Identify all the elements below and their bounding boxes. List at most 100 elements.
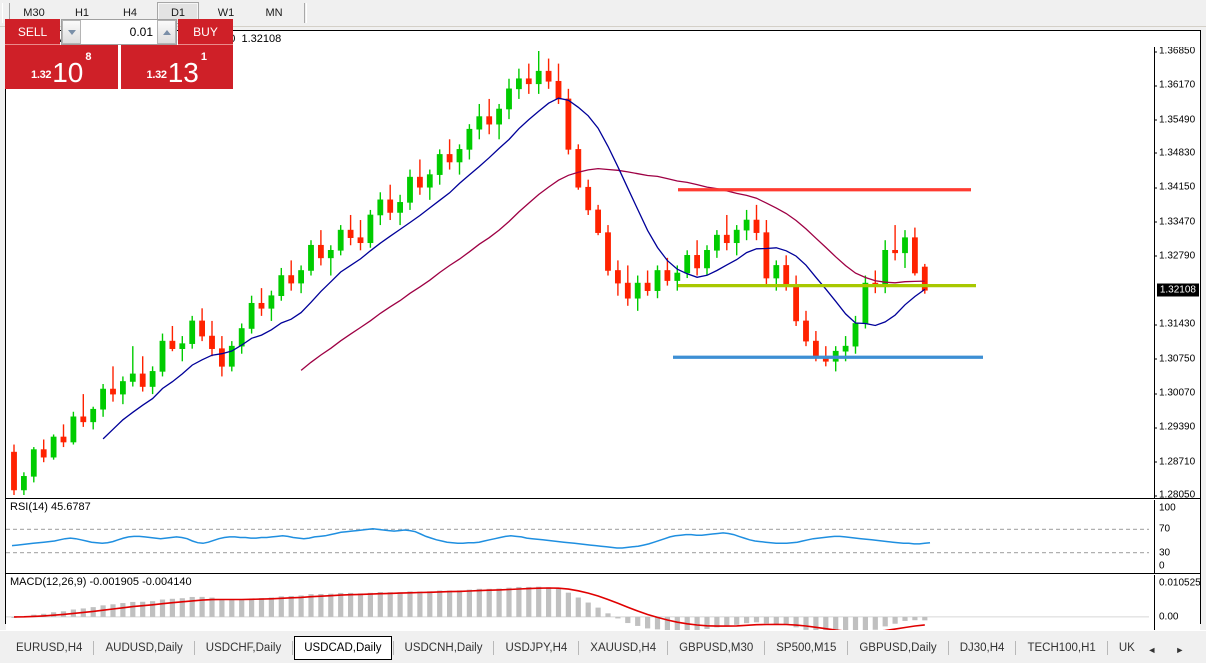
price-tick-label: 1.32790 xyxy=(1154,250,1195,261)
sell-price-main: 10 xyxy=(52,57,84,88)
sell-button[interactable]: 1.32 10 8 xyxy=(5,45,118,89)
chart-tab-gbpusd-m30[interactable]: GBPUSD,M30 xyxy=(679,642,754,654)
chart-tab-usdjpy-h4[interactable]: USDJPY,H4 xyxy=(505,642,568,654)
chart-tab-xauusd-h4[interactable]: XAUUSD,H4 xyxy=(590,642,657,654)
ohlc-close: 1.32108 xyxy=(241,33,282,45)
chart-tab-usdcnh-daily[interactable]: USDCNH,Daily xyxy=(404,642,483,654)
sell-price-sup: 8 xyxy=(85,51,92,63)
timeframe-button-h4[interactable]: H4 xyxy=(122,7,138,19)
price-tick-label: 1.34830 xyxy=(1154,147,1195,158)
buy-label[interactable]: BUY xyxy=(178,19,233,45)
rsi-tick-label: 0 xyxy=(1159,560,1165,572)
rsi-title: RSI(14) 45.6787 xyxy=(10,501,91,513)
one-click-trading-panel: SELL 0.01 BUY 1.32 10 8 1.32 13 1 xyxy=(5,19,233,89)
tick-mark xyxy=(1154,358,1157,360)
tick-mark xyxy=(1154,427,1157,429)
price-tick-label: 1.31430 xyxy=(1154,319,1195,330)
timeframe-button-w1[interactable]: W1 xyxy=(217,7,235,19)
chart-tab-dj30-h4[interactable]: DJ30,H4 xyxy=(959,642,1005,654)
volume-input[interactable]: 0.01 xyxy=(81,20,157,44)
sell-price-prefix: 1.32 xyxy=(31,69,52,81)
tab-separator xyxy=(1015,641,1017,655)
tick-mark xyxy=(1154,495,1157,496)
chevron-down-icon xyxy=(67,29,76,35)
rsi-plot-area[interactable] xyxy=(6,500,1154,573)
buy-price-main: 13 xyxy=(167,57,199,88)
timeframe-button-m30[interactable]: M30 xyxy=(23,7,45,19)
chart-tab-usdcad-daily[interactable]: USDCAD,Daily xyxy=(294,636,392,660)
macd-tick-label: 0.010525 xyxy=(1159,577,1200,589)
toolbar-separator xyxy=(304,3,307,23)
tab-separator xyxy=(392,641,394,655)
price-tick-label: 1.28050 xyxy=(1154,490,1195,498)
price-tick-label: 1.36170 xyxy=(1154,80,1195,91)
trade-panel-price-row: 1.32 10 8 1.32 13 1 xyxy=(5,45,233,89)
tick-mark xyxy=(1154,51,1157,52)
macd-plot-area[interactable] xyxy=(6,575,1154,641)
chart-tab-usdchf-daily[interactable]: USDCHF,Daily xyxy=(205,642,282,654)
current-price-label: 1.32108 xyxy=(1156,283,1199,297)
tab-separator xyxy=(93,641,95,655)
tick-mark xyxy=(1154,461,1157,463)
macd-tick-label: 0.00 xyxy=(1159,611,1179,623)
rsi-tick-label: 70 xyxy=(1159,523,1171,535)
tick-mark xyxy=(1154,187,1157,189)
price-plot-area[interactable] xyxy=(6,47,1154,498)
volume-decrement-button[interactable] xyxy=(62,20,81,44)
chart-tab-strip: EURUSD,H4 AUDUSD,Daily USDCHF,Daily USDCAD,… xyxy=(0,635,1145,661)
tick-mark xyxy=(1154,255,1157,257)
tab-separator xyxy=(292,641,294,655)
tick-mark xyxy=(1154,152,1157,154)
price-tick-label: 1.33470 xyxy=(1154,216,1195,227)
tab-separator xyxy=(947,641,949,655)
chart-window: USDCAD,Daily 1.32569 1.32630 1.32040 1.3… xyxy=(5,30,1201,663)
tab-separator xyxy=(578,641,580,655)
tab-separator xyxy=(493,641,495,655)
rsi-pane: RSI(14) 45.6787 100 70 30 0 xyxy=(6,500,1200,574)
price-pane: 1.36850 1.36170 1.35490 1.34830 1.34150 1.334… xyxy=(6,47,1200,499)
timeframe-button-h1[interactable]: H1 xyxy=(74,7,90,19)
macd-title: MACD(12,26,9) -0.001905 -0.004140 xyxy=(10,576,192,588)
tab-separator xyxy=(764,641,766,655)
sell-label[interactable]: SELL xyxy=(5,19,60,45)
chevron-up-icon xyxy=(162,29,171,35)
chart-tab-gbpusd-daily[interactable]: GBPUSD,Daily xyxy=(859,642,937,654)
rsi-tick-label: 100 xyxy=(1159,502,1176,514)
volume-stepper[interactable]: 0.01 xyxy=(61,19,177,45)
chart-tab-uk[interactable]: UK xyxy=(1118,642,1135,654)
tab-separator xyxy=(667,641,669,655)
tab-separator xyxy=(847,641,849,655)
tab-scroll-right-icon[interactable]: ► xyxy=(1175,645,1185,655)
tick-mark xyxy=(1154,119,1157,121)
price-tick-label: 1.30070 xyxy=(1154,388,1195,399)
timeframe-button-d1[interactable]: D1 xyxy=(157,2,199,24)
volume-increment-button[interactable] xyxy=(157,20,176,44)
buy-price-prefix: 1.32 xyxy=(146,69,168,81)
tick-mark xyxy=(1154,393,1157,395)
toolbar-grip[interactable] xyxy=(2,3,10,23)
tick-mark xyxy=(1154,324,1157,326)
price-axis[interactable]: 1.36850 1.36170 1.35490 1.34830 1.34150 1.334… xyxy=(1154,47,1200,498)
tab-separator xyxy=(193,641,195,655)
chart-tab-bar: EURUSD,H4 AUDUSD,Daily USDCHF,Daily USDCAD,… xyxy=(0,630,1206,663)
rsi-axis: 100 70 30 0 xyxy=(1154,500,1200,573)
timeframe-button-mn[interactable]: MN xyxy=(265,7,283,19)
price-tick-label: 1.28710 xyxy=(1154,456,1195,467)
buy-price-sup: 1 xyxy=(200,51,207,63)
buy-button[interactable]: 1.32 13 1 xyxy=(120,45,233,89)
chart-tab-eurusd-h4[interactable]: EURUSD,H4 xyxy=(16,642,83,654)
chart-tab-tech100-h1[interactable]: TECH100,H1 xyxy=(1027,642,1096,654)
tick-mark xyxy=(1154,85,1157,87)
chart-tab-audusd-daily[interactable]: AUDUSD,Daily xyxy=(105,642,183,654)
price-tick-label: 1.34150 xyxy=(1154,182,1195,193)
price-tick-label: 1.35490 xyxy=(1154,114,1195,125)
price-tick-label: 1.36850 xyxy=(1154,47,1195,57)
tab-separator xyxy=(1106,641,1108,655)
tab-scroll-left-icon[interactable]: ◄ xyxy=(1147,645,1157,655)
rsi-tick-label: 30 xyxy=(1159,547,1171,559)
chart-tab-sp500-m15[interactable]: SP500,M15 xyxy=(776,642,837,654)
price-tick-label: 1.30750 xyxy=(1154,353,1195,364)
trade-panel-top-row: SELL 0.01 BUY xyxy=(5,19,233,45)
price-tick-label: 1.29390 xyxy=(1154,422,1195,433)
tick-mark xyxy=(1154,221,1157,223)
